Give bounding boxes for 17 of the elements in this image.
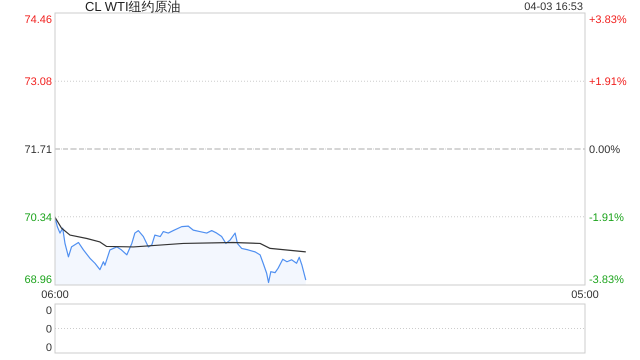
y2-tick-label: +3.83%	[589, 14, 627, 26]
y2-tick-label: -3.83%	[589, 274, 624, 286]
chart-title: CL WTI纽约原油	[85, 0, 181, 14]
y-tick-label: 71.71	[24, 144, 52, 156]
text: 0	[46, 324, 52, 336]
y2-tick-label: -1.91%	[589, 212, 624, 224]
y2-tick-label: 0.00%	[589, 144, 620, 156]
annotation: 04-03 16:53	[524, 1, 583, 13]
text: 0	[46, 305, 52, 317]
x-tick-label: 05:00	[571, 289, 599, 301]
text: 0	[46, 342, 52, 354]
x-tick-label: 06:00	[41, 289, 69, 301]
y2-tick-label: +1.91%	[589, 76, 627, 88]
y-tick-label: 74.46	[24, 14, 52, 26]
y-tick-label: 70.34	[24, 212, 52, 224]
y-tick-label: 68.96	[24, 274, 52, 286]
y-tick-label: 73.08	[24, 76, 52, 88]
